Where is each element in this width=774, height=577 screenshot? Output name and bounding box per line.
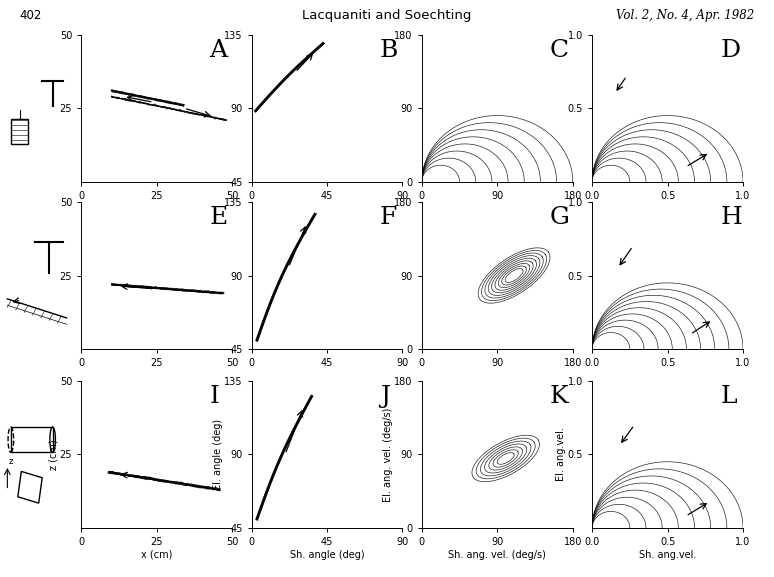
Y-axis label: El. angle (deg): El. angle (deg): [213, 419, 223, 490]
Text: H: H: [721, 207, 742, 230]
Text: E: E: [210, 207, 228, 230]
Text: D: D: [721, 39, 741, 62]
Text: 402: 402: [19, 9, 42, 22]
X-axis label: Sh. ang. vel. (deg/s): Sh. ang. vel. (deg/s): [448, 550, 546, 560]
Y-axis label: z (cm): z (cm): [48, 439, 58, 470]
X-axis label: Sh. angle (deg): Sh. angle (deg): [289, 550, 365, 560]
Text: F: F: [380, 207, 397, 230]
X-axis label: Sh. ang.vel.: Sh. ang.vel.: [639, 550, 697, 560]
Y-axis label: El. ang. vel. (deg/s): El. ang. vel. (deg/s): [383, 407, 393, 501]
Text: A: A: [210, 39, 228, 62]
Text: B: B: [380, 39, 398, 62]
Y-axis label: El. ang.vel.: El. ang.vel.: [557, 428, 567, 481]
Text: z: z: [9, 457, 13, 466]
Text: L: L: [721, 385, 737, 409]
Text: Lacquaniti and Soechting: Lacquaniti and Soechting: [303, 9, 471, 22]
Text: G: G: [550, 207, 570, 230]
Text: K: K: [550, 385, 569, 409]
Text: Vol. 2, No. 4, Apr. 1982: Vol. 2, No. 4, Apr. 1982: [616, 9, 755, 22]
Text: J: J: [380, 385, 390, 409]
Text: I: I: [210, 385, 220, 409]
Text: C: C: [550, 39, 569, 62]
X-axis label: x (cm): x (cm): [141, 550, 173, 560]
